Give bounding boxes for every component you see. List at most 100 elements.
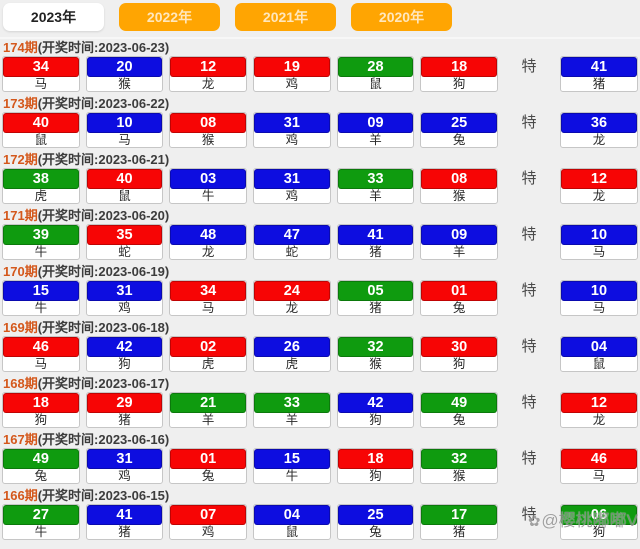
- ball-zodiac: 牛: [34, 525, 48, 539]
- ball-number: 05: [337, 281, 414, 301]
- ball-number: 07: [170, 505, 246, 525]
- ball-number: 38: [3, 169, 79, 189]
- ball-number: 01: [421, 281, 497, 301]
- draw-row-header: 167期(开奖时间:2023-06-16): [2, 432, 638, 448]
- ball-zodiac: 龙: [285, 301, 299, 315]
- ball-number: 42: [337, 393, 414, 413]
- ball-zodiac: 羊: [369, 133, 382, 147]
- ball-number: 29: [86, 393, 163, 413]
- ball-number: 04: [560, 337, 637, 357]
- number-ball: 04 鼠: [252, 504, 331, 540]
- ball-zodiac: 牛: [201, 189, 215, 203]
- ball-number: 25: [337, 505, 414, 525]
- ball-number: 09: [421, 225, 497, 245]
- draw-time: (开奖时间:2023-06-15): [37, 488, 170, 503]
- ball-number: 10: [560, 281, 637, 301]
- number-ball: 33 羊: [252, 392, 331, 428]
- ball-zodiac: 狗: [369, 413, 382, 427]
- ball-number: 20: [86, 57, 163, 77]
- ball-number: 08: [170, 113, 246, 133]
- ball-number: 31: [86, 449, 163, 469]
- ball-zodiac: 猴: [201, 133, 215, 147]
- number-ball: 15 牛: [252, 448, 331, 484]
- balls-grid: 15 牛 31 鸡 34 马 24 龙 05 猪 01 兔 特 10 马: [2, 280, 638, 316]
- special-number-ball: 46 马: [559, 448, 638, 484]
- number-ball: 05 猪: [336, 280, 415, 316]
- ball-zodiac: 羊: [201, 413, 215, 427]
- year-tab-2021[interactable]: 2021年: [235, 3, 336, 31]
- number-ball: 31 鸡: [252, 112, 331, 148]
- ball-zodiac: 蛇: [285, 245, 299, 259]
- number-ball: 42 狗: [336, 392, 415, 428]
- ball-number: 32: [337, 337, 414, 357]
- ball-zodiac: 马: [592, 245, 606, 259]
- number-ball: 24 龙: [252, 280, 331, 316]
- number-ball: 12 龙: [169, 56, 247, 92]
- year-tab-2023[interactable]: 2023年: [3, 3, 104, 31]
- number-ball: 01 兔: [169, 448, 247, 484]
- draw-row: 170期(开奖时间:2023-06-19) 15 牛 31 鸡 34 马 24 …: [2, 264, 638, 316]
- draw-row: 167期(开奖时间:2023-06-16) 49 兔 31 鸡 01 兔 15 …: [2, 432, 638, 484]
- ball-zodiac: 鼠: [592, 357, 606, 371]
- ball-number: 31: [86, 281, 163, 301]
- number-ball: 21 羊: [169, 392, 247, 428]
- issue-number: 171期: [3, 208, 38, 223]
- ball-number: 35: [86, 225, 163, 245]
- draw-row-header: 173期(开奖时间:2023-06-22): [2, 96, 638, 112]
- draw-row: 166期(开奖时间:2023-06-15) 27 牛 41 猪 07 鸡 04 …: [2, 488, 638, 540]
- number-ball: 46 马: [2, 336, 80, 372]
- draw-time: (开奖时间:2023-06-20): [37, 208, 170, 223]
- ball-zodiac: 猴: [118, 77, 131, 91]
- ball-number: 04: [253, 505, 330, 525]
- draw-row: 169期(开奖时间:2023-06-18) 46 马 42 狗 02 虎 26 …: [2, 320, 638, 372]
- ball-number: 08: [421, 169, 497, 189]
- number-ball: 09 羊: [420, 224, 498, 260]
- ball-zodiac: 兔: [452, 301, 466, 315]
- draw-row-header: 168期(开奖时间:2023-06-17): [2, 376, 638, 392]
- ball-number: 01: [170, 449, 246, 469]
- special-number-ball: 41 猪: [559, 56, 638, 92]
- year-tab-2022[interactable]: 2022年: [119, 3, 220, 31]
- ball-zodiac: 猴: [452, 189, 466, 203]
- number-ball: 39 牛: [2, 224, 80, 260]
- number-ball: 03 牛: [169, 168, 247, 204]
- ball-number: 46: [560, 449, 637, 469]
- number-ball: 25 兔: [420, 112, 498, 148]
- year-tab-2020[interactable]: 2020年: [351, 3, 452, 31]
- ball-zodiac: 狗: [369, 469, 382, 483]
- year-tab-label: 2020年: [378, 9, 425, 25]
- ball-number: 02: [170, 337, 246, 357]
- issue-number: 173期: [3, 96, 38, 111]
- ball-zodiac: 马: [201, 301, 215, 315]
- ball-zodiac: 牛: [34, 301, 48, 315]
- draw-results-list: 174期(开奖时间:2023-06-23) 34 马 20 猴 12 龙 19 …: [0, 39, 640, 540]
- special-number-ball: 10 马: [559, 224, 638, 260]
- balls-grid: 40 鼠 10 马 08 猴 31 鸡 09 羊 25 兔 特 36 龙: [2, 112, 638, 148]
- year-tabbar: 2023年 2022年 2021年 2020年: [0, 0, 640, 39]
- ball-zodiac: 兔: [369, 525, 382, 539]
- ball-number: 41: [337, 225, 414, 245]
- number-ball: 40 鼠: [85, 168, 164, 204]
- draw-time: (开奖时间:2023-06-21): [37, 152, 170, 167]
- issue-number: 169期: [3, 320, 38, 335]
- ball-zodiac: 龙: [201, 77, 215, 91]
- ball-number: 31: [253, 169, 330, 189]
- number-ball: 20 猴: [85, 56, 164, 92]
- number-ball: 31 鸡: [85, 448, 164, 484]
- ball-zodiac: 兔: [452, 413, 466, 427]
- draw-time: (开奖时间:2023-06-17): [37, 376, 170, 391]
- draw-time: (开奖时间:2023-06-18): [37, 320, 170, 335]
- ball-number: 34: [3, 57, 79, 77]
- ball-number: 15: [253, 449, 330, 469]
- ball-zodiac: 鸡: [201, 525, 215, 539]
- number-ball: 09 羊: [336, 112, 415, 148]
- issue-number: 168期: [3, 376, 38, 391]
- ball-zodiac: 鸡: [118, 469, 131, 483]
- ball-zodiac: 虎: [285, 357, 299, 371]
- number-ball: 31 鸡: [252, 168, 331, 204]
- draw-row-header: 170期(开奖时间:2023-06-19): [2, 264, 638, 280]
- ball-zodiac: 牛: [285, 469, 299, 483]
- draw-row: 171期(开奖时间:2023-06-20) 39 牛 35 蛇 48 龙 47 …: [2, 208, 638, 260]
- special-number-ball: 06 狗: [559, 504, 638, 540]
- number-ball: 41 猪: [336, 224, 415, 260]
